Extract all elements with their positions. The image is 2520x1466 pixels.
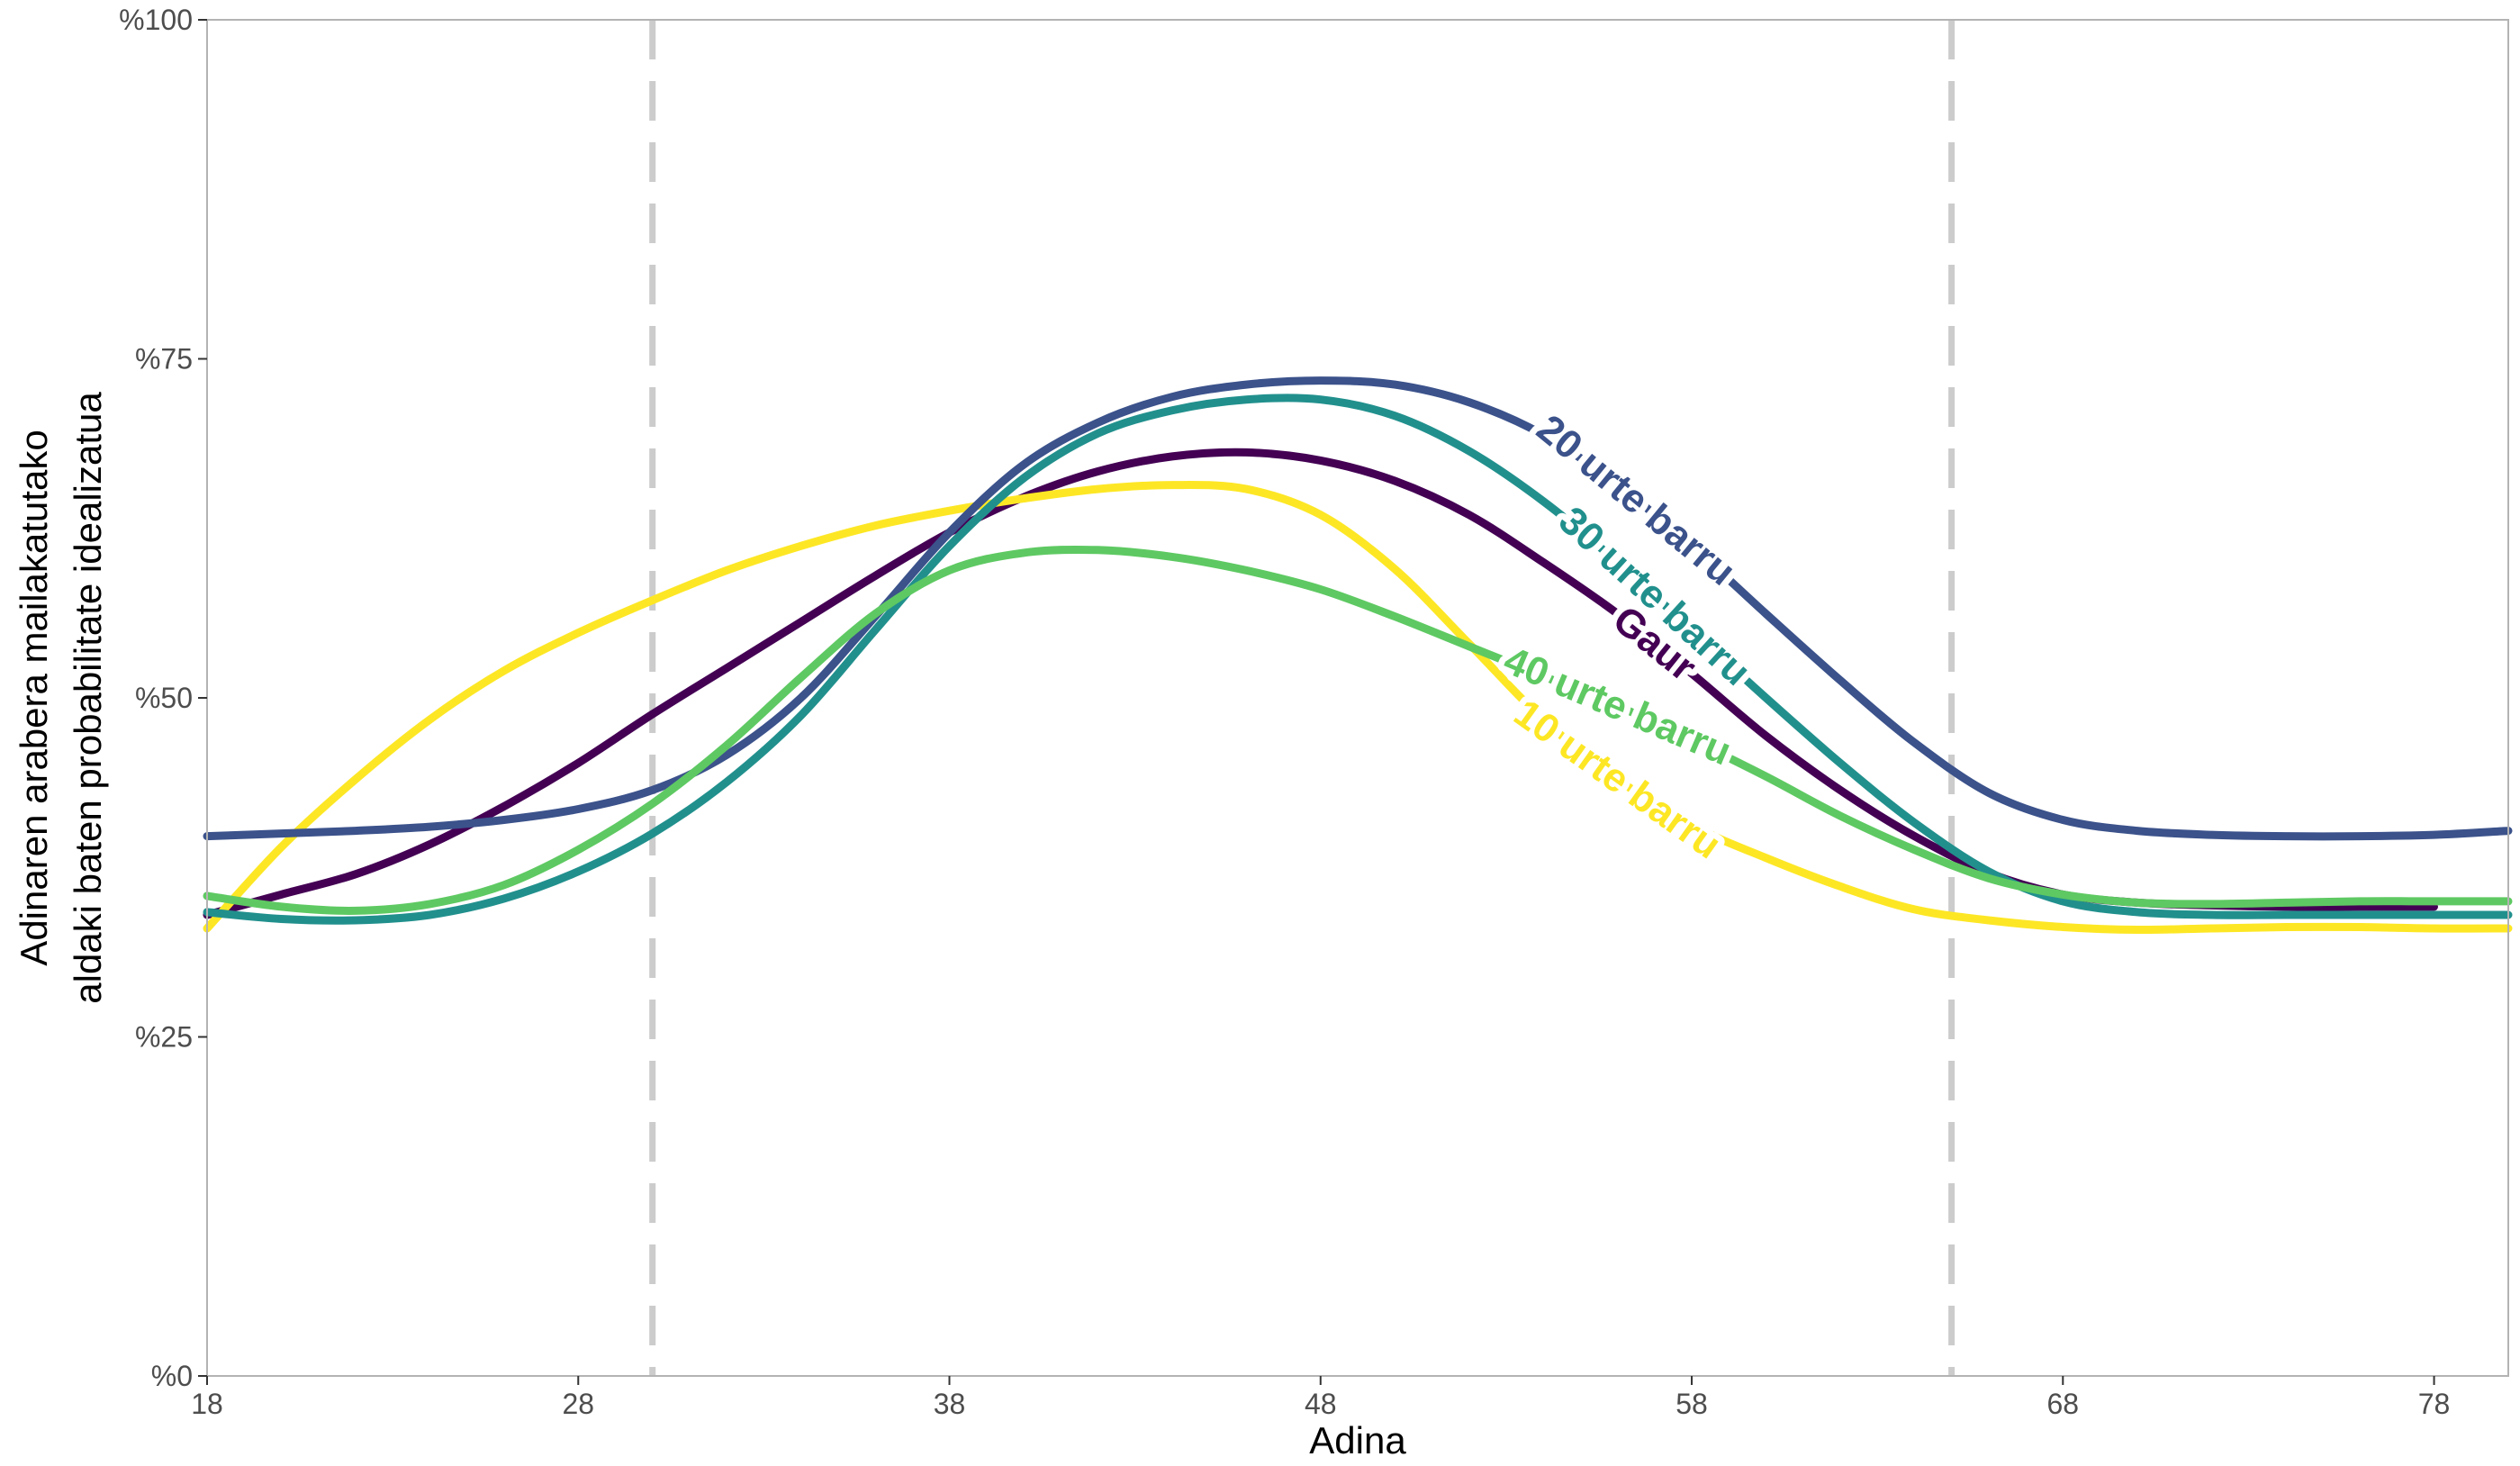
- y-axis: %0 %25 %50 %75 %100: [119, 4, 207, 1392]
- y-axis-title-line-2: aldaki baten probabilitate idealizatua: [67, 392, 109, 1004]
- x-tick-label: 58: [1675, 1388, 1708, 1420]
- x-axis: 18 28 38 48 58 68 78: [191, 1376, 2450, 1420]
- y-axis-title: Adinaren arabera mailakatutako aldaki ba…: [13, 392, 109, 1004]
- x-tick-label: 48: [1305, 1388, 1337, 1420]
- x-tick-label: 78: [2418, 1388, 2451, 1420]
- x-tick-label: 68: [2046, 1388, 2079, 1420]
- series-line-40-urte-barru: [203, 545, 2513, 915]
- reference-lines: [649, 20, 1955, 1376]
- x-axis-title: Adina: [1309, 1419, 1406, 1461]
- y-tick-label: %75: [135, 343, 193, 376]
- y-tick-label: %0: [151, 1360, 193, 1392]
- series-line-30-urte-barru: [203, 394, 2513, 925]
- series-line-20-urte-barru: [203, 376, 2513, 841]
- y-tick-label: %50: [135, 682, 193, 714]
- y-tick-label: %25: [135, 1021, 193, 1054]
- series-line-10-urte-barru: [203, 481, 2513, 935]
- x-tick-label: 18: [191, 1388, 223, 1420]
- y-axis-title-line-1: Adinaren arabera mailakatutako: [13, 430, 55, 965]
- series-lines: [203, 376, 2513, 935]
- x-tick-label: 38: [934, 1388, 966, 1420]
- y-tick-label: %100: [119, 4, 193, 36]
- x-tick-label: 28: [562, 1388, 594, 1420]
